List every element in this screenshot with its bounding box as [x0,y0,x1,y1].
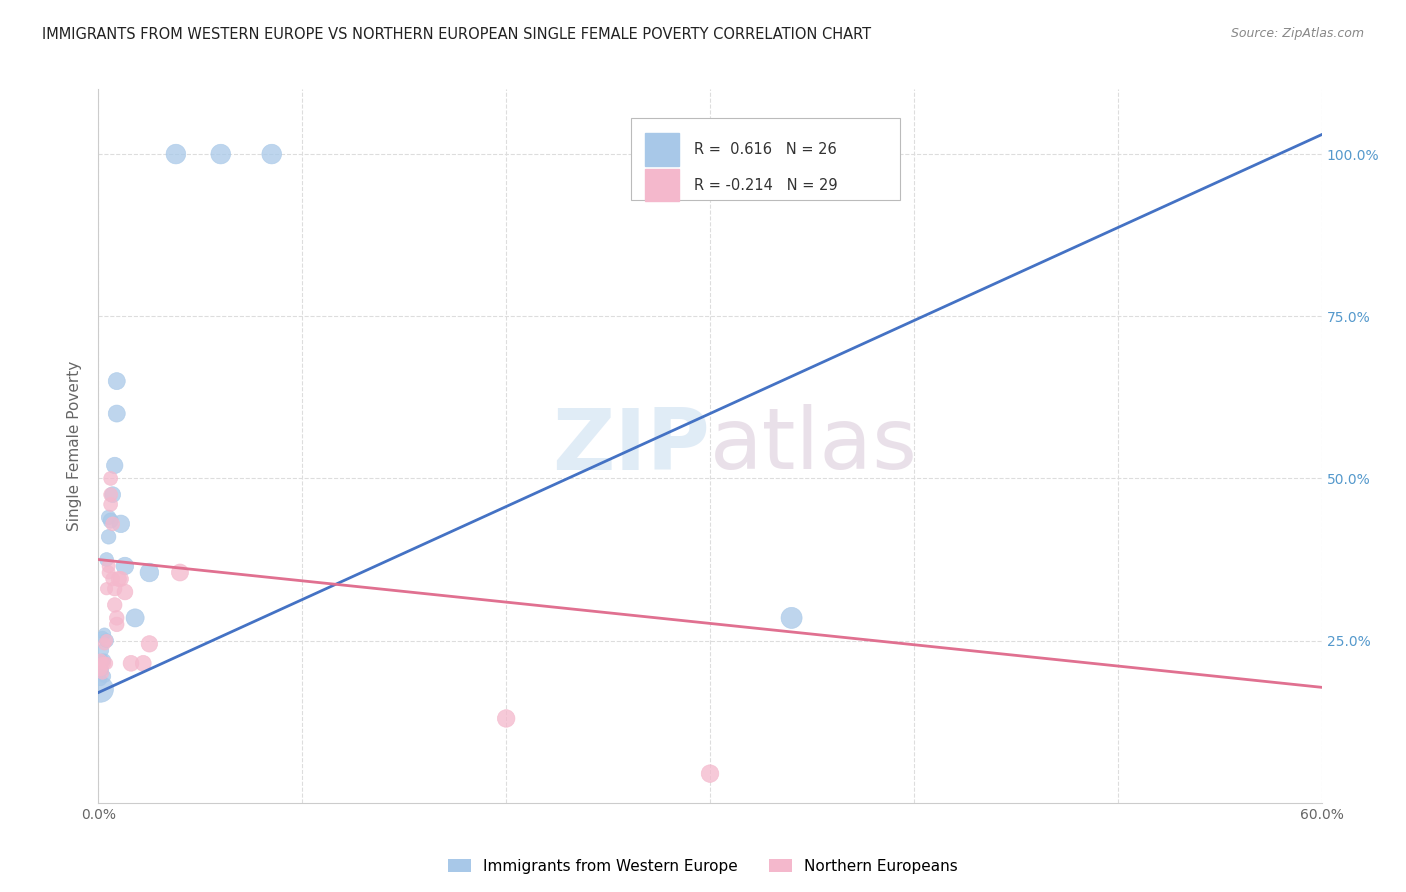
Point [93,627,115,641]
Point [91,631,114,645]
Text: IMMIGRANTS FROM WESTERN EUROPE VS NORTHERN EUROPEAN SINGLE FEMALE POVERTY CORREL: IMMIGRANTS FROM WESTERN EUROPE VS NORTHE… [42,27,872,42]
Point [96,582,118,596]
Y-axis label: Single Female Poverty: Single Female Poverty [67,361,83,531]
Point [101,572,124,586]
Point [209,147,232,161]
Point [96,552,118,566]
Point [93,637,115,651]
Point [96,657,118,671]
Point [105,374,128,388]
Point [100,488,122,502]
Point [108,572,131,586]
Point [138,566,160,580]
Bar [645,169,679,202]
Point [91,643,114,657]
Point [101,488,124,502]
Point [124,611,146,625]
Point [91,663,114,677]
Point [93,657,115,671]
Point [96,633,118,648]
Text: R =  0.616   N = 26: R = 0.616 N = 26 [695,142,837,157]
Point [104,582,127,596]
Point [97,510,120,524]
Point [110,572,132,586]
Point [100,497,122,511]
Point [101,516,124,531]
FancyBboxPatch shape [630,118,900,200]
Point [105,407,128,421]
Bar [645,134,679,166]
Text: ZIP: ZIP [553,404,710,488]
Point [91,653,114,667]
Point [100,471,122,485]
Point [105,611,128,625]
Point [89,663,111,677]
Point [97,566,120,580]
Point [132,657,155,671]
Point [91,666,114,681]
Point [114,559,136,574]
Point [114,585,136,599]
Point [495,711,517,725]
Point [93,669,115,683]
Point [780,611,803,625]
Point [89,682,111,697]
Point [105,617,128,632]
Point [699,766,721,780]
Point [260,147,283,161]
Point [91,657,114,671]
Point [97,530,120,544]
Point [96,633,118,648]
Point [120,657,142,671]
Point [104,458,127,473]
Point [100,514,122,528]
Point [89,673,111,687]
Point [138,637,160,651]
Point [104,598,127,612]
Point [97,559,120,574]
Text: R = -0.214   N = 29: R = -0.214 N = 29 [695,178,838,193]
Text: Source: ZipAtlas.com: Source: ZipAtlas.com [1230,27,1364,40]
Point [169,566,191,580]
Point [165,147,187,161]
Legend: Immigrants from Western Europe, Northern Europeans: Immigrants from Western Europe, Northern… [443,853,963,880]
Text: atlas: atlas [710,404,918,488]
Point [93,653,115,667]
Point [89,653,111,667]
Point [110,516,132,531]
